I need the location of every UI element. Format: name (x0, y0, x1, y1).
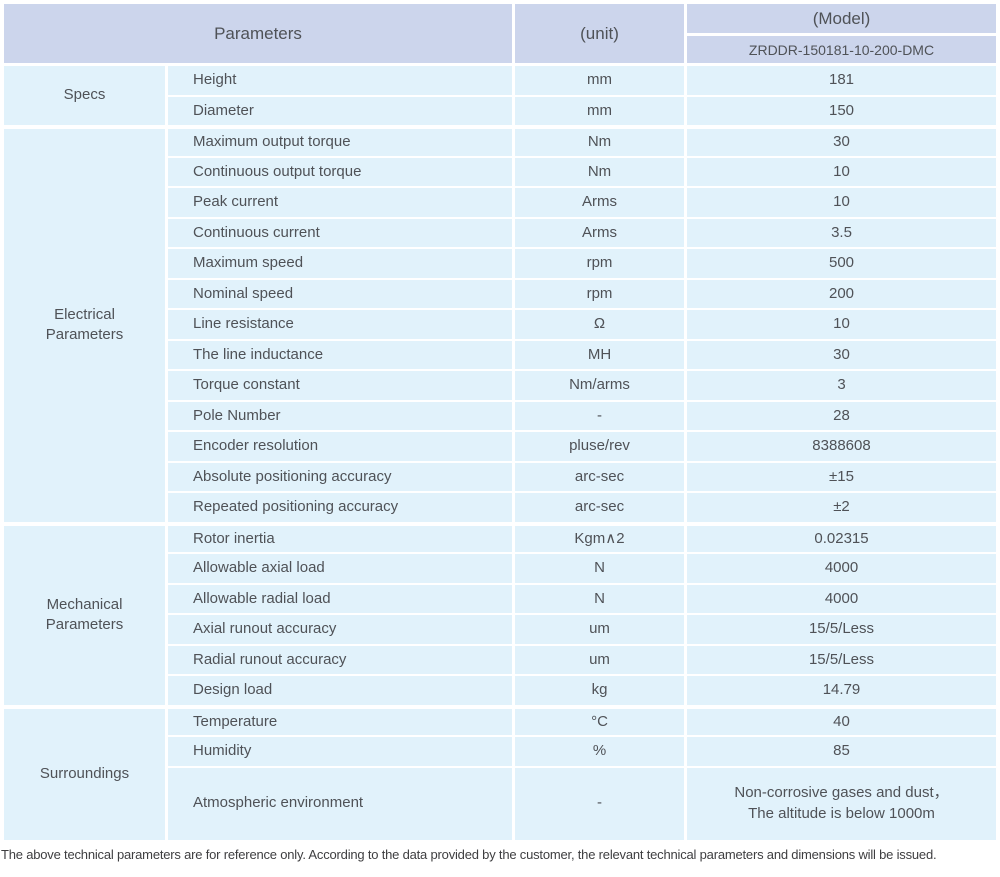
parameter-name-cell: Height (168, 66, 512, 95)
unit-cell: Nm (515, 129, 684, 156)
spec-sheet-page: Parameters (unit) (Model) ZRDDR-150181-1… (0, 4, 1000, 877)
parameter-name-cell: Allowable axial load (168, 554, 512, 583)
value-cell: 4000 (687, 584, 996, 613)
value-cell: 3.5 (687, 218, 996, 247)
parameter-name-cell: Torque constant (168, 371, 512, 400)
unit-cell: - (515, 767, 684, 840)
parameter-name-cell: Encoder resolution (168, 432, 512, 461)
unit-cell: Arms (515, 218, 684, 247)
parameter-name-cell: Axial runout accuracy (168, 615, 512, 644)
value-cell: 8388608 (687, 432, 996, 461)
unit-cell: Nm (515, 157, 684, 186)
value-cell: 4000 (687, 554, 996, 583)
parameter-name-cell: Continuous current (168, 218, 512, 247)
parameter-name-cell: Humidity (168, 737, 512, 766)
value-cell: 3 (687, 371, 996, 400)
unit-cell: kg (515, 676, 684, 705)
parameter-name-cell: Diameter (168, 96, 512, 125)
parameter-name-cell: Design load (168, 676, 512, 705)
model-header-cell: (Model) (687, 4, 996, 33)
parameter-name-cell: Line resistance (168, 310, 512, 339)
unit-cell: Kgm∧2 (515, 525, 684, 552)
value-cell: 200 (687, 279, 996, 308)
value-cell: Non-corrosive gases and dust， The altitu… (687, 767, 996, 840)
table-body: Specs Height mm 181 Diameter mm 150 Electrical … (4, 66, 996, 840)
parameter-name-cell: Peak current (168, 188, 512, 217)
parameters-header-cell: Parameters (4, 4, 512, 63)
unit-cell: N (515, 584, 684, 613)
value-cell: 150 (687, 96, 996, 125)
unit-cell: arc-sec (515, 462, 684, 491)
parameter-name-cell: Nominal speed (168, 279, 512, 308)
table-header: Parameters (unit) (Model) ZRDDR-150181-1… (4, 4, 996, 63)
value-cell: 10 (687, 157, 996, 186)
parameter-name-cell: Repeated positioning accuracy (168, 493, 512, 522)
group-cell: Specs (4, 66, 165, 125)
value-cell: 500 (687, 249, 996, 278)
model-number-cell: ZRDDR-150181-10-200-DMC (687, 36, 996, 63)
footnote: The above technical parameters are for r… (1, 846, 937, 862)
parameter-name-cell: Radial runout accuracy (168, 645, 512, 674)
unit-cell: rpm (515, 279, 684, 308)
value-cell: 30 (687, 129, 996, 156)
value-cell: 30 (687, 340, 996, 369)
value-cell: ±15 (687, 462, 996, 491)
parameter-name-cell: Atmospheric environment (168, 767, 512, 840)
unit-cell: pluse/rev (515, 432, 684, 461)
value-cell: 181 (687, 66, 996, 95)
unit-cell: mm (515, 66, 684, 95)
value-cell: 40 (687, 708, 996, 735)
parameter-name-cell: Pole Number (168, 401, 512, 430)
unit-cell: um (515, 615, 684, 644)
unit-cell: Ω (515, 310, 684, 339)
unit-cell: Arms (515, 188, 684, 217)
value-cell: ±2 (687, 493, 996, 522)
value-cell: 85 (687, 737, 996, 766)
spec-table: Parameters (unit) (Model) ZRDDR-150181-1… (4, 4, 996, 840)
unit-cell: um (515, 645, 684, 674)
unit-cell: Nm/arms (515, 371, 684, 400)
unit-cell: - (515, 401, 684, 430)
unit-cell: % (515, 737, 684, 766)
value-cell: 28 (687, 401, 996, 430)
parameter-name-cell: Continuous output torque (168, 157, 512, 186)
parameter-name-cell: Maximum speed (168, 249, 512, 278)
unit-cell: MH (515, 340, 684, 369)
group-cell: Electrical Parameters (4, 129, 165, 522)
value-cell: 15/5/Less (687, 645, 996, 674)
unit-cell: N (515, 554, 684, 583)
unit-cell: °C (515, 708, 684, 735)
unit-cell: rpm (515, 249, 684, 278)
group-cell: Surroundings (4, 708, 165, 840)
parameter-name-cell: Rotor inertia (168, 525, 512, 552)
parameter-name-cell: Maximum output torque (168, 129, 512, 156)
parameter-name-cell: Temperature (168, 708, 512, 735)
unit-cell: arc-sec (515, 493, 684, 522)
parameter-name-cell: Absolute positioning accuracy (168, 462, 512, 491)
value-cell: 10 (687, 188, 996, 217)
unit-header-cell: (unit) (515, 4, 684, 63)
parameter-name-cell: Allowable radial load (168, 584, 512, 613)
parameter-name-cell: The line inductance (168, 340, 512, 369)
unit-cell: mm (515, 96, 684, 125)
value-cell: 15/5/Less (687, 615, 996, 644)
value-cell: 0.02315 (687, 525, 996, 552)
value-cell: 14.79 (687, 676, 996, 705)
group-cell: Mechanical Parameters (4, 525, 165, 705)
value-cell: 10 (687, 310, 996, 339)
